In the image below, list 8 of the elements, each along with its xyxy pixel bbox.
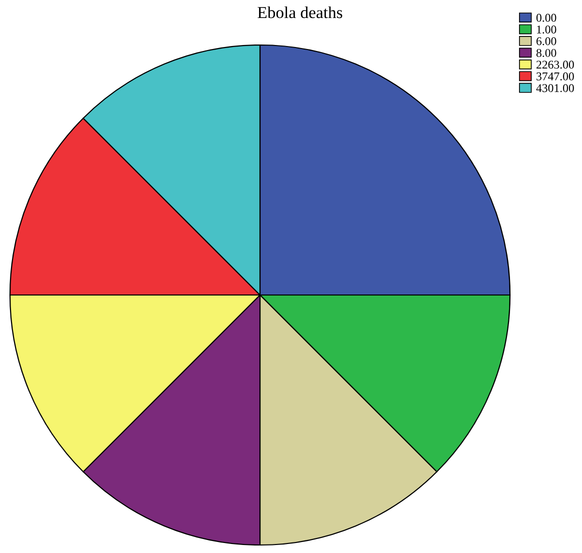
legend-label: 8.00 [536, 48, 556, 57]
chart-title: Ebola deaths [258, 6, 342, 18]
legend-label: 2263.00 [536, 60, 574, 69]
legend-label: 3747.00 [536, 72, 574, 80]
legend-label: 1.00 [537, 26, 556, 34]
legend-label: 0.00 [536, 14, 556, 22]
legend-label: 6.00 [536, 37, 556, 46]
legend-label: 4301.00 [536, 84, 574, 92]
